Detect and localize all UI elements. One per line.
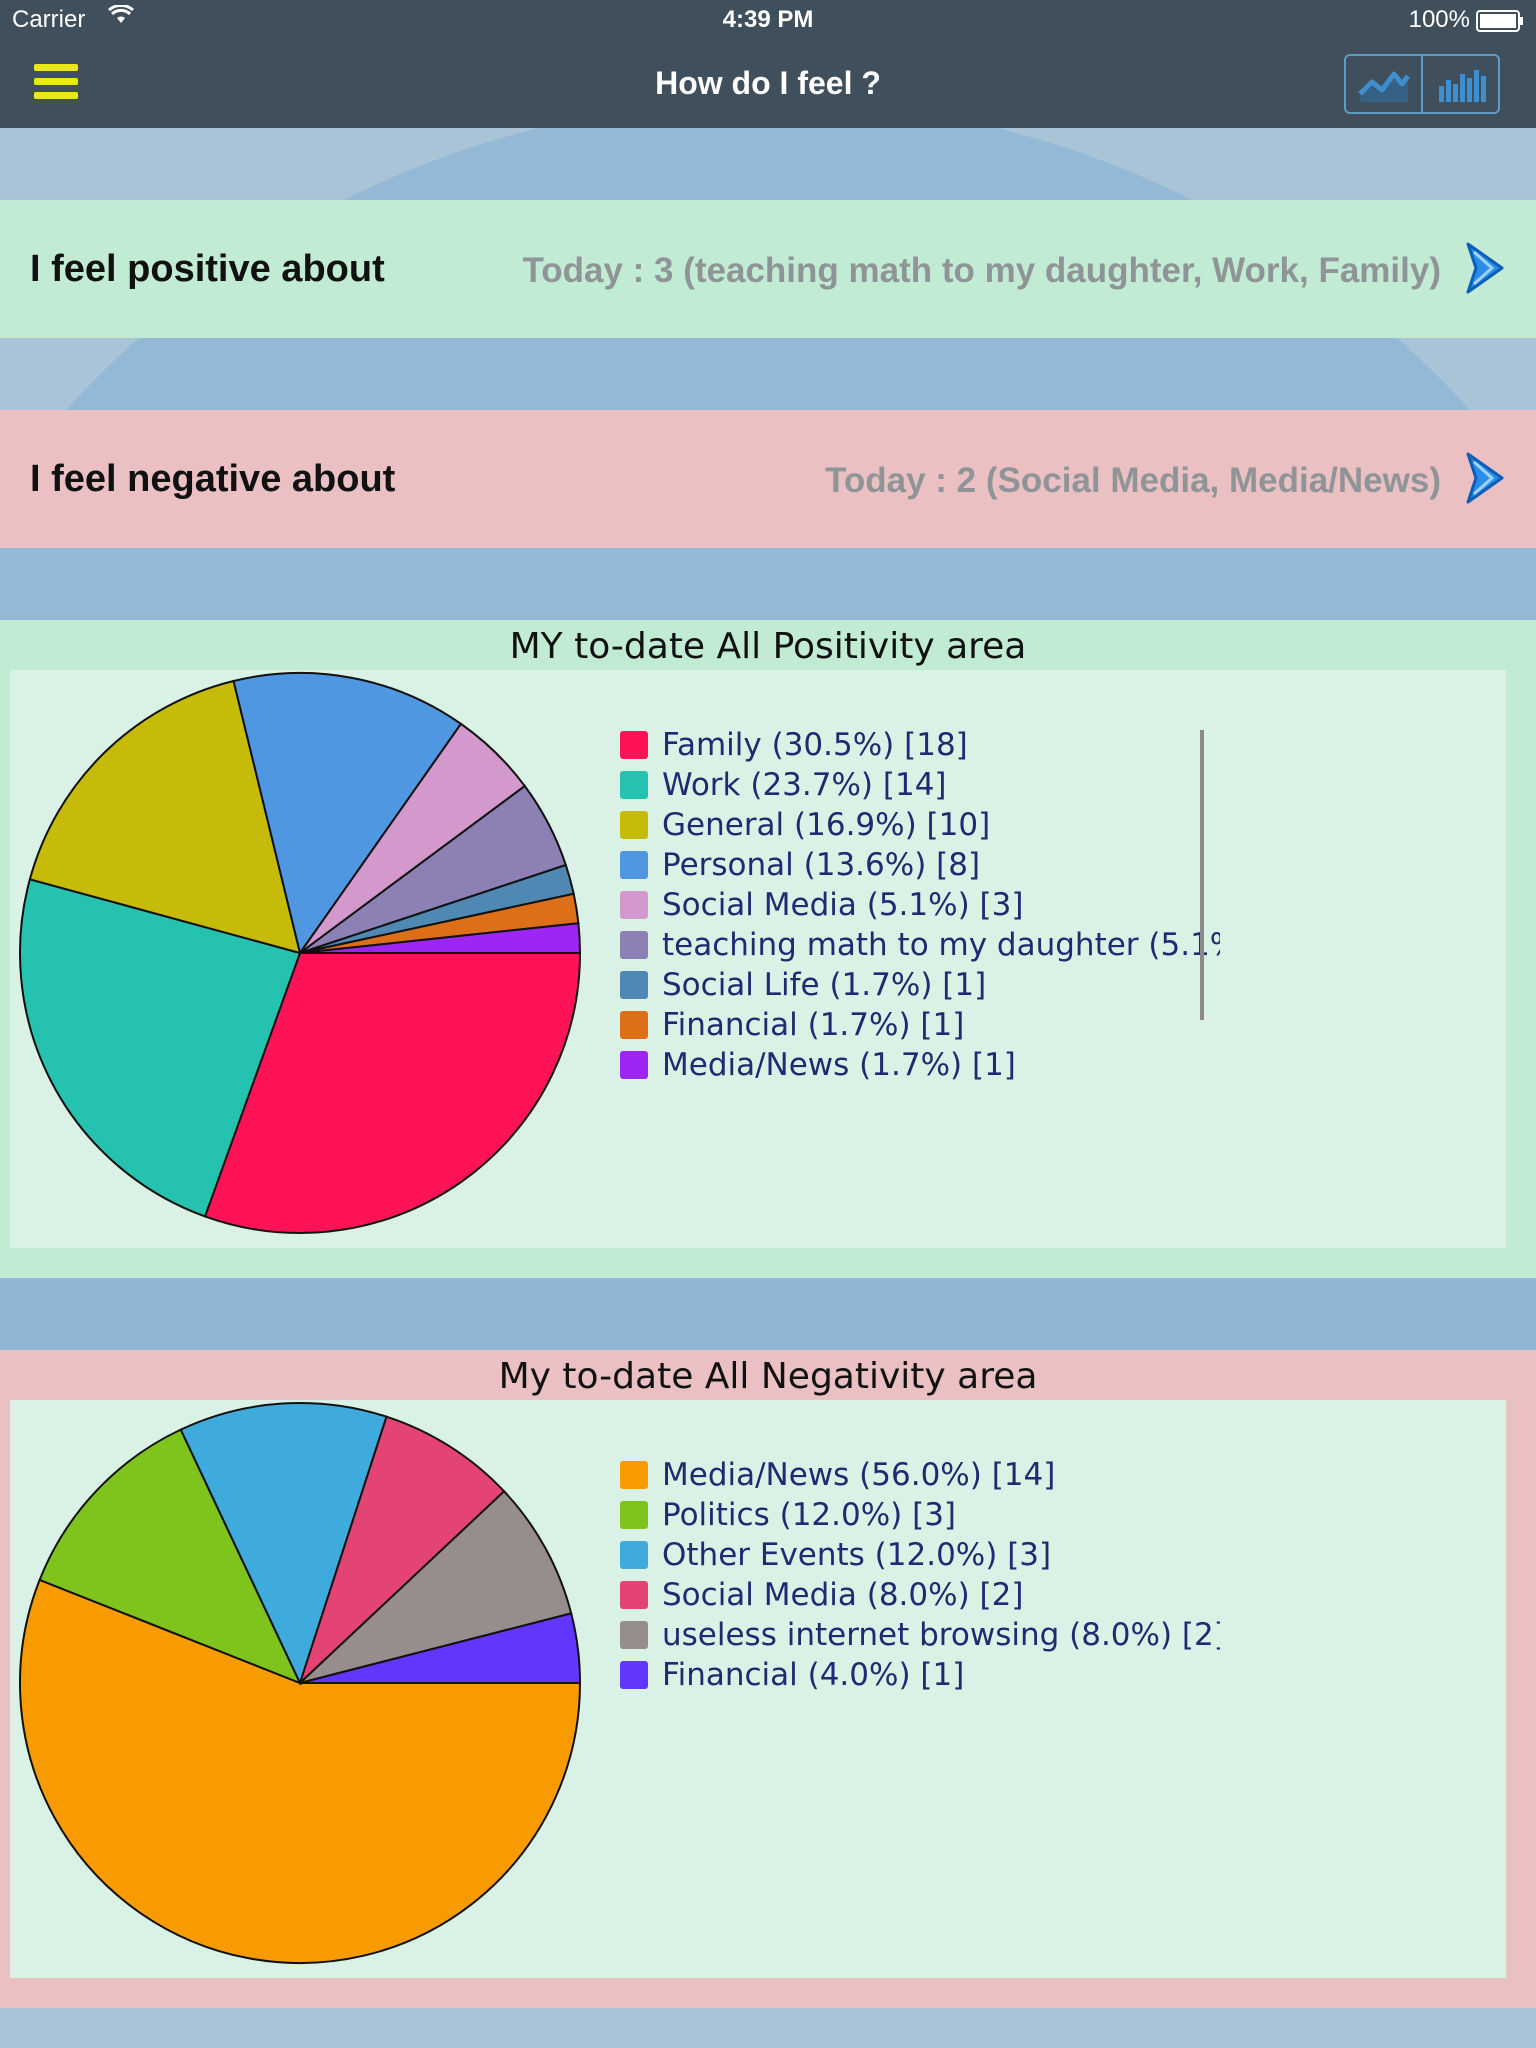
- legend-label: General (16.9%) [10]: [662, 807, 991, 843]
- legend-swatch: [620, 1461, 648, 1489]
- battery-percent: 100%: [1408, 6, 1470, 33]
- legend-swatch: [620, 1051, 648, 1079]
- chart-type-segmented-control: [1344, 54, 1500, 114]
- pie-slice[interactable]: [28, 679, 302, 955]
- legend-label: Media/News (56.0%) [14]: [662, 1457, 1056, 1493]
- legend-item[interactable]: Media/News (1.7%) [1]: [620, 1045, 1220, 1085]
- legend-swatch: [620, 891, 648, 919]
- legend-label: Work (23.7%) [14]: [662, 767, 947, 803]
- hamburger-icon[interactable]: [34, 64, 78, 104]
- pie-slice[interactable]: [19, 878, 302, 1218]
- line-chart-icon[interactable]: [1346, 56, 1421, 112]
- legend-label: Financial (1.7%) [1]: [662, 1007, 965, 1043]
- bar-chart-icon[interactable]: [1421, 56, 1498, 112]
- battery-icon: [1476, 10, 1524, 39]
- page-title: How do I feel ?: [655, 65, 881, 101]
- legend-swatch: [620, 811, 648, 839]
- legend-label: Politics (12.0%) [3]: [662, 1497, 957, 1533]
- legend-swatch: [620, 851, 648, 879]
- legend-label: Media/News (1.7%) [1]: [662, 1047, 1016, 1083]
- legend-item[interactable]: Politics (12.0%) [3]: [620, 1495, 1220, 1535]
- chevron-right-icon[interactable]: [1462, 240, 1506, 301]
- legend-swatch: [620, 1581, 648, 1609]
- legend-swatch: [620, 771, 648, 799]
- positive-row-value: Today : 3 (teaching math to my daughter,…: [522, 251, 1441, 290]
- legend-swatch: [620, 731, 648, 759]
- legend-swatch: [620, 1621, 648, 1649]
- legend-label: Social Media (8.0%) [2]: [662, 1577, 1024, 1613]
- legend-swatch: [620, 1541, 648, 1569]
- legend-swatch: [620, 931, 648, 959]
- pie-slice[interactable]: [299, 1489, 573, 1684]
- negative-feelings-row[interactable]: I feel negative about Today : 2 (Social …: [0, 410, 1536, 548]
- pie-slice[interactable]: [179, 1402, 388, 1686]
- positivity-chart-area: Family (30.5%) [18] Work (23.7%) [14] Gene…: [10, 670, 1506, 1248]
- legend-item[interactable]: Social Media (5.1%) [3]: [620, 885, 1220, 925]
- wifi-icon: [108, 3, 134, 32]
- pie-slice[interactable]: [299, 922, 582, 954]
- positivity-chart-title: MY to-date All Positivity area: [509, 626, 1027, 667]
- pie-slice[interactable]: [299, 1415, 506, 1684]
- legend-swatch: [620, 1011, 648, 1039]
- legend-swatch: [620, 971, 648, 999]
- legend-item[interactable]: Media/News (56.0%) [14]: [620, 1455, 1220, 1495]
- legend-label: teaching math to my daughter (5.1%: [662, 927, 1220, 963]
- legend-item[interactable]: Personal (13.6%) [8]: [620, 845, 1220, 885]
- positive-feelings-row[interactable]: I feel positive about Today : 3 (teachin…: [0, 200, 1536, 338]
- positivity-chart-panel: MY to-date All Positivity area Family (3…: [0, 620, 1536, 1278]
- negative-row-label: I feel negative about: [30, 458, 396, 500]
- negative-row-value: Today : 2 (Social Media, Media/News): [825, 461, 1441, 500]
- pie-slice[interactable]: [38, 1428, 302, 1685]
- pie-slice[interactable]: [19, 1578, 582, 1964]
- legend-item[interactable]: General (16.9%) [10]: [620, 805, 1220, 845]
- legend-swatch: [620, 1661, 648, 1689]
- positive-row-label: I feel positive about: [30, 248, 385, 290]
- negativity-legend: Media/News (56.0%) [14] Politics (12.0%) …: [620, 1455, 1220, 1695]
- negativity-chart-area: Media/News (56.0%) [14] Politics (12.0%) …: [10, 1400, 1506, 1978]
- chevron-right-icon[interactable]: [1462, 450, 1506, 511]
- pie-slice[interactable]: [232, 672, 463, 956]
- legend-item[interactable]: Financial (4.0%) [1]: [620, 1655, 1220, 1695]
- legend-item[interactable]: Social Media (8.0%) [2]: [620, 1575, 1220, 1615]
- negativity-chart-panel: My to-date All Negativity area Media/New…: [0, 1350, 1536, 2008]
- negativity-chart-title: My to-date All Negativity area: [498, 1356, 1038, 1397]
- positivity-legend: Family (30.5%) [18] Work (23.7%) [14] Gene…: [620, 725, 1220, 1085]
- negativity-pie-chart[interactable]: [10, 1400, 610, 1978]
- pie-slice[interactable]: [299, 1612, 582, 1684]
- legend-item[interactable]: Social Life (1.7%) [1]: [620, 965, 1220, 1005]
- legend-label: Social Life (1.7%) [1]: [662, 967, 987, 1003]
- legend-label: Social Media (5.1%) [3]: [662, 887, 1024, 923]
- legend-label: useless internet browsing (8.0%) [2]: [662, 1617, 1220, 1653]
- legend-item[interactable]: Other Events (12.0%) [3]: [620, 1535, 1220, 1575]
- clock: 4:39 PM: [722, 6, 814, 33]
- carrier-label: Carrier: [12, 6, 86, 33]
- nav-bar: How do I feel ?: [0, 40, 1536, 128]
- legend-scrollbar[interactable]: [1200, 730, 1204, 1020]
- pie-slice[interactable]: [203, 952, 582, 1235]
- legend-item[interactable]: Work (23.7%) [14]: [620, 765, 1220, 805]
- legend-label: Family (30.5%) [18]: [662, 727, 968, 763]
- legend-swatch: [620, 1501, 648, 1529]
- status-bar: Carrier 4:39 PM 100%: [0, 0, 1536, 40]
- legend-item[interactable]: useless internet browsing (8.0%) [2]: [620, 1615, 1220, 1655]
- legend-item[interactable]: teaching math to my daughter (5.1%: [620, 925, 1220, 965]
- legend-item[interactable]: Family (30.5%) [18]: [620, 725, 1220, 765]
- legend-label: Personal (13.6%) [8]: [662, 847, 981, 883]
- positivity-pie-chart[interactable]: [10, 670, 610, 1248]
- legend-item[interactable]: Financial (1.7%) [1]: [620, 1005, 1220, 1045]
- legend-label: Financial (4.0%) [1]: [662, 1657, 965, 1693]
- legend-label: Other Events (12.0%) [3]: [662, 1537, 1052, 1573]
